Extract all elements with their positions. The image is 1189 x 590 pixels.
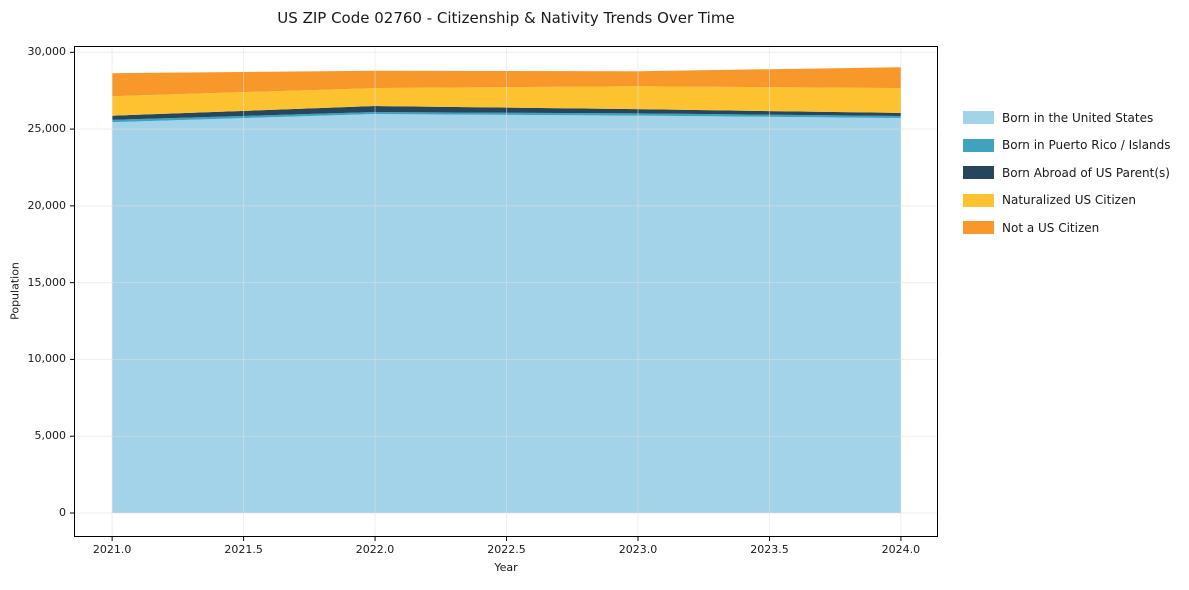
legend-color-swatch-icon	[963, 221, 994, 235]
legend-label: Born in Puerto Rico / Islands	[1002, 138, 1171, 153]
y-tick-label: 25,000	[27, 122, 67, 136]
legend-color-swatch-icon	[963, 138, 994, 152]
legend-label: Born Abroad of US Parent(s)	[1002, 165, 1170, 180]
x-tick-label: 2022.0	[355, 543, 395, 556]
legend-item: Born in the United States	[963, 104, 1171, 132]
legend-item: Not a US Citizen	[963, 214, 1171, 242]
y-tick-label: 5,000	[34, 429, 67, 443]
y-tick-label: 15,000	[27, 275, 67, 289]
legend-item: Born in Puerto Rico / Islands	[963, 132, 1171, 160]
y-tick-label: 20,000	[27, 198, 67, 212]
x-tick-label: 2023.5	[750, 543, 789, 556]
x-axis-label: Year	[494, 561, 518, 574]
x-tick-label: 2021.0	[92, 543, 132, 556]
axes-frame	[74, 46, 938, 537]
y-tick-label: 0	[59, 505, 66, 519]
legend-color-swatch-icon	[963, 193, 994, 207]
legend-color-swatch-icon	[963, 111, 994, 125]
legend-label: Born in the United States	[1002, 110, 1154, 125]
legend-item: Naturalized US Citizen	[963, 187, 1171, 215]
y-axis-label: Population	[8, 262, 22, 320]
x-tick-label: 2024.0	[881, 543, 921, 556]
legend-color-swatch-icon	[963, 166, 994, 180]
area-series	[112, 106, 901, 120]
y-tick-label: 30,000	[27, 45, 67, 59]
y-tick-label: 10,000	[27, 352, 67, 366]
area-series	[112, 112, 901, 123]
legend-label: Naturalized US Citizen	[1002, 193, 1136, 208]
x-tick-label: 2022.5	[487, 543, 526, 556]
legend-item: Born Abroad of US Parent(s)	[963, 159, 1171, 187]
chart-title: US ZIP Code 02760 - Citizenship & Nativi…	[277, 9, 735, 27]
x-tick-label: 2023.0	[618, 543, 658, 556]
x-tick-label: 2021.5	[224, 543, 263, 556]
legend-label: Not a US Citizen	[1002, 220, 1100, 235]
legend: Born in the United States Born in Puerto …	[963, 104, 1171, 242]
